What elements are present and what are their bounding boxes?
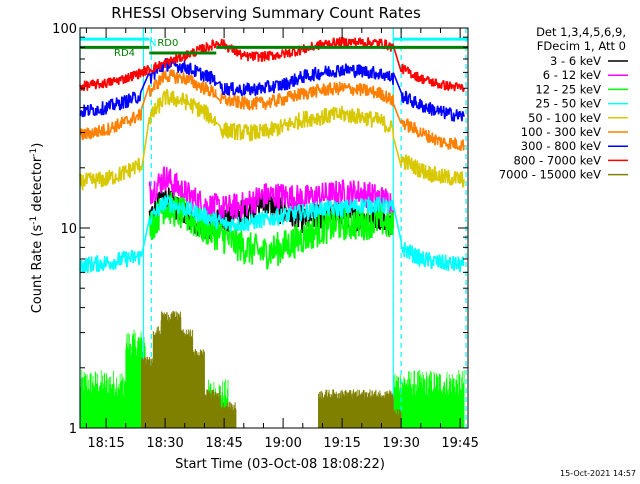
y-axis-label-sup2: -1 bbox=[29, 148, 39, 157]
plot-area: N RD0 RD4 bbox=[79, 28, 468, 428]
legend-label-0: 3 - 6 keV bbox=[550, 54, 601, 68]
series-line-4 bbox=[79, 88, 465, 191]
y-tick-label-1: 1 bbox=[69, 422, 77, 437]
chart-title: RHESSI Observing Summary Count Rates bbox=[111, 4, 421, 22]
y-tick-label-10: 10 bbox=[60, 222, 77, 237]
series-8-segment-5 bbox=[203, 389, 221, 428]
y-axis-label-mid: detector bbox=[30, 156, 45, 216]
series-line-7 bbox=[79, 36, 465, 93]
legend-label-4: 50 - 100 keV bbox=[528, 111, 601, 125]
series-8-segment-0 bbox=[141, 356, 154, 428]
y-axis-label-end: ) bbox=[30, 143, 45, 148]
series-8-segment-4 bbox=[192, 348, 205, 428]
legend: Det 1,3,4,5,6,9, FDecim 1, Att 0 3 - 6 k… bbox=[499, 25, 628, 182]
legend-header-line2: FDecim 1, Att 0 bbox=[537, 39, 626, 53]
series-8-segment-8 bbox=[392, 409, 402, 428]
x-tick-label-2: 18:45 bbox=[205, 436, 242, 451]
series-8-segment-2 bbox=[160, 311, 182, 428]
x-tick-label-0: 18:15 bbox=[87, 436, 124, 451]
legend-label-1: 6 - 12 keV bbox=[543, 68, 601, 82]
series-line-1 bbox=[148, 166, 395, 221]
legend-label-3: 25 - 50 keV bbox=[535, 97, 601, 111]
series-8-segment-1 bbox=[152, 326, 162, 428]
flag-label-rd4: RD4 bbox=[114, 48, 135, 59]
legend-label-5: 100 - 300 keV bbox=[521, 125, 601, 139]
series-8-segment-3 bbox=[180, 329, 194, 428]
axes: 1 10 100 18:15 18:30 18:45 19:00 19:15 19:30 19:4… bbox=[52, 22, 479, 451]
x-tick-label-4: 19:15 bbox=[323, 436, 360, 451]
series-line-3 bbox=[79, 194, 465, 274]
footer-timestamp: 15-Oct-2021 14:57 bbox=[560, 469, 636, 478]
y-axis-label-main: Count Rate (s bbox=[30, 225, 45, 314]
y-tick-label-100: 100 bbox=[52, 22, 77, 37]
x-tick-label-5: 19:30 bbox=[382, 436, 419, 451]
series-8-segment-7 bbox=[318, 389, 394, 428]
x-tick-label-3: 19:00 bbox=[264, 436, 301, 451]
green-band-3 bbox=[392, 369, 465, 428]
flag-label-rd0: RD0 bbox=[157, 38, 178, 49]
x-tick-label-1: 18:30 bbox=[146, 436, 183, 451]
series-line-2 bbox=[148, 191, 395, 270]
y-axis-label-sup1: -1 bbox=[29, 216, 39, 225]
flag-label-n: N bbox=[149, 38, 156, 49]
legend-label-2: 12 - 25 keV bbox=[535, 82, 601, 96]
y-axis-label: Count Rate (s-1 detector-1) bbox=[29, 143, 45, 314]
legend-label-8: 7000 - 15000 keV bbox=[499, 168, 601, 182]
x-tick-label-6: 19:45 bbox=[441, 436, 478, 451]
legend-header-line1: Det 1,3,4,5,6,9, bbox=[536, 25, 626, 39]
legend-label-7: 800 - 7000 keV bbox=[513, 153, 601, 167]
legend-label-6: 300 - 800 keV bbox=[521, 139, 601, 153]
series-line-6 bbox=[79, 58, 465, 122]
series-line-5 bbox=[79, 69, 465, 151]
x-axis-label: Start Time (03-Oct-08 18:08:22) bbox=[175, 457, 385, 472]
